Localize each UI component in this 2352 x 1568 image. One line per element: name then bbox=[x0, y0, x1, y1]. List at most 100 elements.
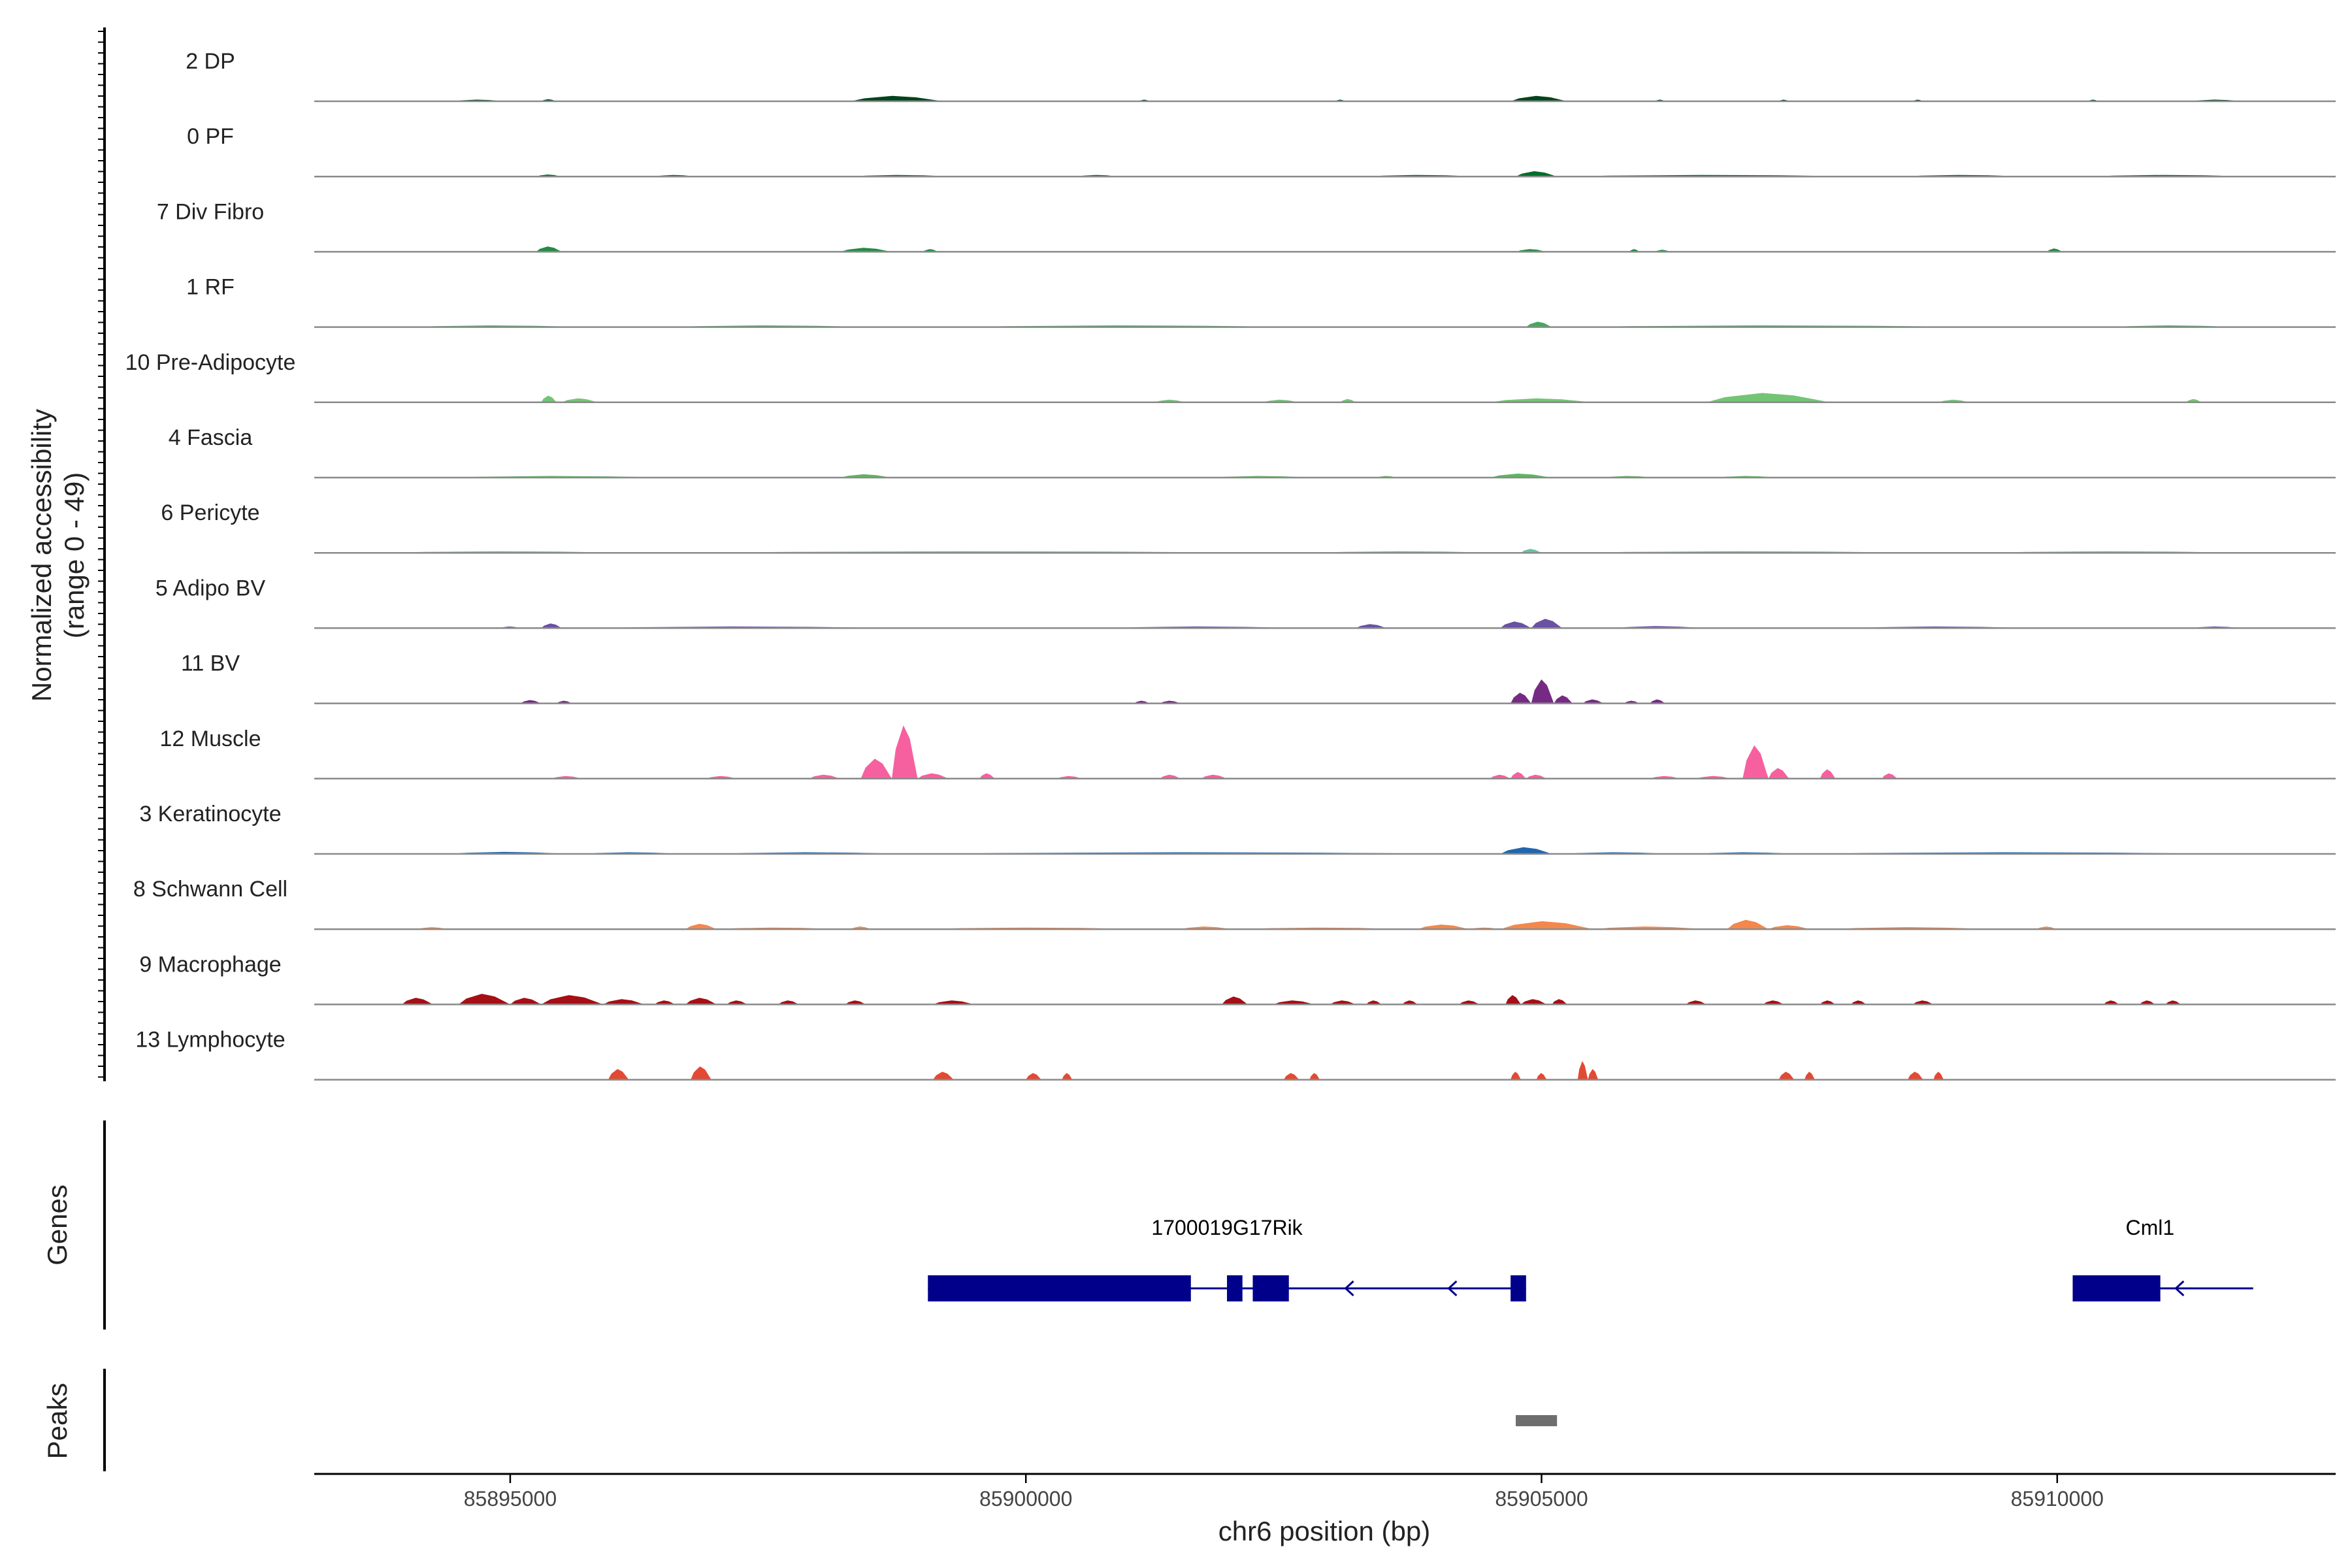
accessibility-peak bbox=[979, 773, 995, 779]
track-8-schwann-cell: 8 Schwann Cell bbox=[133, 877, 2336, 930]
track-label: 7 Div Fibro bbox=[157, 199, 264, 224]
genes-panel-title: Genes bbox=[42, 1184, 73, 1266]
track-7-div-fibro: 7 Div Fibro bbox=[157, 199, 2336, 253]
accessibility-peak bbox=[1160, 774, 1181, 779]
accessibility-peak bbox=[1500, 621, 1531, 629]
accessibility-peak bbox=[1273, 1000, 1315, 1005]
accessibility-peak bbox=[541, 995, 603, 1005]
gene-exon bbox=[2072, 1275, 2161, 1301]
accessibility-peak bbox=[1588, 1069, 1599, 1080]
accessibility-peak bbox=[1577, 1061, 1588, 1080]
track-13-lymphocyte: 13 Lymphocyte bbox=[135, 1028, 2336, 1081]
accessibility-peak bbox=[1727, 919, 1769, 930]
accessibility-peak bbox=[1490, 473, 1552, 478]
accessibility-peak bbox=[1511, 693, 1531, 704]
peak-region bbox=[1516, 1415, 1558, 1426]
accessibility-peak bbox=[1907, 1071, 1923, 1080]
gene-exon bbox=[928, 1275, 1191, 1301]
accessibility-peak bbox=[608, 1069, 629, 1080]
accessibility-peak bbox=[850, 95, 943, 101]
accessibility-peak bbox=[917, 773, 949, 779]
accessibility-peak bbox=[727, 1000, 747, 1005]
accessibility-peak bbox=[1356, 624, 1387, 629]
accessibility-peak bbox=[1511, 1071, 1521, 1080]
x-axis-ticks: 85895000 85900000 85905000 85910000 bbox=[464, 1474, 2104, 1511]
track-2-dp: 2 DP bbox=[186, 49, 2336, 103]
track-0-pf: 0 PF bbox=[187, 124, 2336, 178]
x-tick-label: 85895000 bbox=[464, 1487, 557, 1511]
strand-arrow bbox=[1344, 1280, 1354, 1297]
accessibility-peak bbox=[1201, 774, 1227, 779]
accessibility-peak bbox=[1402, 1000, 1418, 1005]
track-label: 12 Muscle bbox=[160, 727, 261, 751]
accessibility-peak bbox=[1768, 925, 1810, 930]
accessibility-peak bbox=[1511, 772, 1526, 779]
y-axis bbox=[98, 27, 106, 1081]
accessibility-peak bbox=[1912, 1000, 1934, 1005]
accessibility-peak bbox=[2047, 248, 2063, 252]
track-label: 11 BV bbox=[181, 651, 240, 676]
accessibility-peak bbox=[685, 924, 717, 930]
accessibility-peak bbox=[1552, 999, 1567, 1005]
accessibility-peak bbox=[1511, 95, 1567, 101]
accessibility-peak bbox=[1582, 699, 1604, 704]
track-11-bv: 11 BV bbox=[181, 651, 2336, 704]
gene-label: Cml1 bbox=[2126, 1216, 2175, 1239]
accessibility-peak bbox=[933, 1000, 975, 1005]
accessibility-peak bbox=[541, 395, 557, 402]
accessibility-peak bbox=[1490, 398, 1593, 402]
accessibility-peak bbox=[778, 1000, 799, 1005]
accessibility-peak bbox=[1650, 699, 1665, 704]
accessibility-peak bbox=[1366, 1000, 1382, 1005]
accessibility-peak bbox=[1490, 774, 1511, 779]
accessibility-peak bbox=[1418, 924, 1469, 930]
accessibility-peak bbox=[1536, 1073, 1547, 1080]
track-12-muscle: 12 Muscle bbox=[160, 725, 2336, 780]
accessibility-peak bbox=[691, 1066, 711, 1080]
accessibility-peak bbox=[840, 248, 892, 252]
track-6-pericyte: 6 Pericyte bbox=[161, 500, 2336, 554]
x-tick-label: 85900000 bbox=[979, 1487, 1072, 1511]
track-label: 6 Pericyte bbox=[161, 500, 259, 525]
accessibility-peak bbox=[1686, 1000, 1707, 1005]
accessibility-peak bbox=[1531, 679, 1554, 704]
gene-exon bbox=[1227, 1275, 1243, 1301]
accessibility-peak bbox=[809, 774, 841, 779]
accessibility-peak bbox=[2140, 1000, 2155, 1005]
track-label: 5 Adipo BV bbox=[155, 576, 266, 600]
accessibility-peak bbox=[1820, 1000, 1836, 1005]
accessibility-peak bbox=[1933, 1071, 1944, 1080]
accessibility-peak bbox=[1763, 1000, 1784, 1005]
track-label: 10 Pre-Adipocyte bbox=[125, 350, 296, 375]
track-5-adipo-bv: 5 Adipo BV bbox=[155, 576, 2336, 629]
accessibility-peak bbox=[1283, 1073, 1299, 1080]
accessibility-peak bbox=[2165, 1000, 2181, 1005]
gene-models: 1700019G17Rik Cml1 bbox=[928, 1216, 2253, 1301]
accessibility-peak bbox=[1062, 1073, 1073, 1080]
accessibility-peak bbox=[1768, 768, 1789, 779]
accessibility-peak bbox=[654, 1000, 676, 1005]
gene-cml1: Cml1 bbox=[2072, 1216, 2253, 1301]
accessibility-peak bbox=[892, 725, 918, 779]
track-label: 2 DP bbox=[186, 49, 235, 74]
accessibility-peak bbox=[1505, 995, 1521, 1005]
accessibility-peak bbox=[1516, 171, 1558, 177]
accessibility-peak bbox=[1026, 1073, 1041, 1080]
accessibility-peak bbox=[1500, 847, 1552, 854]
accessibility-peak bbox=[1500, 921, 1593, 930]
accessibility-peak bbox=[603, 999, 645, 1005]
accessibility-peak bbox=[1330, 1000, 1356, 1005]
accessibility-peak bbox=[459, 994, 510, 1005]
accessibility-peak bbox=[536, 246, 562, 252]
accessibility-peak bbox=[1531, 619, 1563, 629]
peaks-panel-title: Peaks bbox=[42, 1383, 73, 1460]
accessibility-tracks: 2 DP 0 PF 7 Div Fibro 1 RF 10 Pre-Adipocyte 4… bbox=[125, 49, 2336, 1081]
accessibility-peak bbox=[1554, 695, 1573, 704]
y-axis-title-line2: (range 0 - 49) bbox=[59, 472, 90, 638]
track-10-pre-adipocyte: 10 Pre-Adipocyte bbox=[125, 350, 2336, 404]
track-label: 8 Schwann Cell bbox=[133, 877, 287, 902]
track-label: 0 PF bbox=[187, 124, 234, 149]
accessibility-peak bbox=[1851, 1000, 1867, 1005]
accessibility-peak bbox=[1222, 996, 1248, 1005]
